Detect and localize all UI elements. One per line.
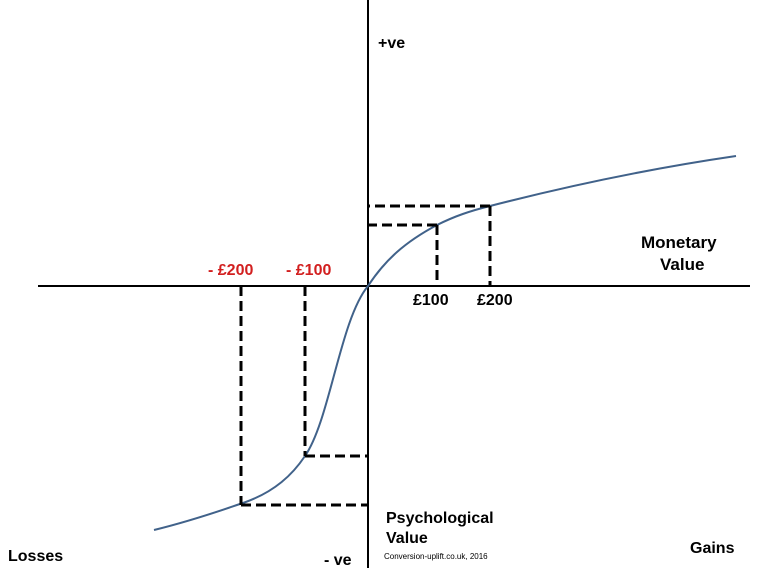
y-positive-label: +ve — [378, 35, 405, 52]
y-axis-label-line1: Psychological — [386, 510, 494, 527]
gains-label: Gains — [690, 540, 735, 557]
tick-loss-100: - £100 — [286, 262, 331, 279]
tick-gain-100: £100 — [413, 292, 449, 309]
gain-100-guides — [368, 223, 439, 286]
loss-200-guides — [239, 286, 368, 507]
credit-text: Conversion-uplift.co.uk, 2016 — [384, 552, 488, 561]
y-axis-label-line2: Value — [386, 530, 428, 547]
loss-100-guides — [303, 286, 368, 458]
value-curve — [153, 155, 737, 531]
y-negative-label: - ve — [324, 552, 352, 569]
gain-200-guides — [368, 204, 492, 286]
tick-gain-200: £200 — [477, 292, 513, 309]
tick-loss-200: - £200 — [208, 262, 253, 279]
losses-label: Losses — [8, 548, 63, 565]
x-axis-label-line1: Monetary — [641, 233, 717, 252]
x-axis-label-line2: Value — [660, 255, 704, 274]
